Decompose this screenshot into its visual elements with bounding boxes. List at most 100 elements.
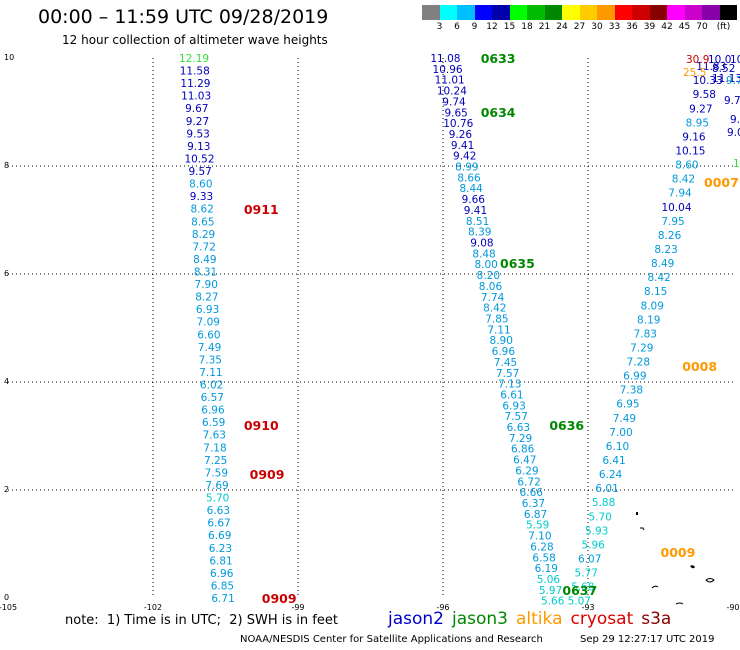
swh-value: 5.06: [537, 574, 561, 586]
swh-value: 6.28: [530, 541, 553, 553]
swh-value: 7.11: [487, 324, 510, 336]
swh-value: 6.59: [202, 417, 225, 429]
swh-value: 6.71: [211, 593, 234, 605]
swh-value: 5.97: [539, 585, 562, 597]
swh-value: 8.49: [193, 254, 216, 266]
swh-value: 5.68: [571, 582, 594, 594]
swh-value: 8.42: [647, 272, 670, 284]
x-tick-label: -105: [0, 603, 17, 612]
swh-value: 5.77: [575, 568, 598, 580]
swh-value: 6.93: [502, 400, 525, 412]
swh-value: 8.66: [457, 172, 481, 184]
swh-value: 9.79: [726, 75, 740, 87]
swh-value: 11.01: [435, 75, 465, 87]
swh-value: 6.60: [197, 329, 220, 341]
swh-value: 7.13: [498, 379, 521, 391]
swh-value: 7.72: [193, 241, 216, 253]
swh-value: 8.39: [468, 227, 491, 239]
swh-value: 8.95: [686, 117, 709, 129]
swh-value: 8.31: [194, 266, 217, 278]
swh-value: 9.72: [724, 95, 740, 107]
legend-jason3: jason3: [452, 609, 508, 629]
swh-value: 7.25: [204, 455, 227, 467]
swh-value: 7.09: [197, 317, 220, 329]
colorbar-swatch: [474, 5, 492, 20]
y-tick-label: 0: [4, 593, 9, 602]
swh-value: 6.69: [208, 530, 231, 542]
colorbar-swatch: [667, 5, 685, 20]
swh-value: 9.41: [451, 140, 474, 152]
colorbar-label: 9: [471, 22, 478, 32]
swh-value: 6.47: [513, 455, 536, 467]
swh-value: 9.26: [449, 129, 473, 141]
colorbar-label: 12: [486, 22, 498, 32]
swh-value: 6.96: [210, 568, 234, 580]
swh-value: 8.90: [490, 335, 513, 347]
swh-value: 9.67: [185, 103, 208, 115]
swh-value: 7.38: [620, 385, 643, 397]
x-tick-label: -93: [581, 603, 594, 612]
swh-value: 6.01: [595, 483, 618, 495]
colorbar-swatch: [632, 5, 650, 20]
swh-tracks: 12.1911.5811.2911.039.679.279.539.1310.5…: [179, 53, 726, 608]
colorbar-swatch: [439, 5, 457, 20]
swh-value: 7.49: [613, 413, 636, 425]
swh-value: 7.57: [496, 368, 519, 380]
swh-value: 9.38: [730, 114, 740, 126]
swh-value: 10.96: [433, 64, 463, 76]
swh-value: 9.13: [187, 141, 210, 153]
x-tick-label: -102: [144, 603, 162, 612]
top-right-values: 30.910.010.58.52 25.5 11.139.79 9.72 9.389.0…: [683, 54, 740, 170]
swh-value: 8.09: [641, 300, 664, 312]
swh-value: 7.85: [485, 313, 508, 325]
swh-value: 6.95: [616, 399, 639, 411]
footer-timestamp: Sep 29 12:27:17 UTC 2019: [580, 634, 715, 645]
colorbar-label: 70: [696, 22, 708, 32]
x-tick-label: -99: [291, 603, 304, 612]
swh-value: 9.0: [727, 127, 740, 139]
swh-value: 7.57: [505, 411, 528, 423]
colorbar-swatch: [684, 5, 702, 20]
swh-value: 8.44: [459, 183, 483, 195]
legend-altika: altika: [516, 609, 563, 629]
swh-value: 6.96: [201, 405, 225, 417]
swh-value: 25.5: [683, 67, 706, 79]
colorbar-swatch: [649, 5, 667, 20]
swh-value: 7.59: [205, 467, 228, 479]
swh-value: 8.60: [189, 179, 212, 191]
swh-value: 8.52: [712, 63, 735, 75]
colorbar-label: 39: [643, 22, 656, 32]
colorbar-label: 36: [626, 22, 638, 32]
swh-value: 6.96: [492, 346, 516, 358]
colorbar-swatch: [509, 5, 527, 20]
lat-lon-grid: [8, 58, 733, 598]
colorbar-label: 27: [573, 22, 586, 32]
swh-value: 7.35: [199, 354, 222, 366]
swh-value: 10.0: [708, 54, 731, 66]
swh-value: 9.08: [470, 238, 493, 250]
colorbar-label: 21: [538, 22, 551, 32]
swh-value: 10.33: [693, 75, 723, 87]
colorbar-label: 15: [503, 22, 516, 32]
swh-value: 8.29: [192, 229, 215, 241]
swh-value: 7.94: [668, 188, 692, 200]
swh-value: 7.18: [203, 442, 226, 454]
pass-time-label: 0008: [682, 359, 717, 374]
swh-value: 9.66: [462, 194, 486, 206]
swh-value: 5.88: [592, 497, 615, 509]
colorbar-label: 45: [678, 22, 691, 32]
pass-time-label: 0909: [250, 467, 285, 482]
swh-value: 7.49: [198, 342, 221, 354]
swh-value: 6.41: [602, 455, 625, 467]
swh-value: 6.58: [532, 552, 555, 564]
swh-value: 9.65: [444, 107, 467, 119]
colorbar-swatch: [579, 5, 597, 20]
colorbar-swatch: [422, 5, 440, 20]
legend-cryosat: cryosat: [570, 609, 634, 629]
swh-value: 7.63: [203, 430, 226, 442]
pass-time-label: 0634: [481, 105, 516, 120]
swh-value: 7.90: [195, 279, 218, 291]
swh-value: 8.99: [455, 162, 478, 174]
swh-value: 5.59: [526, 520, 549, 532]
swh-value: 9.33: [190, 191, 213, 203]
